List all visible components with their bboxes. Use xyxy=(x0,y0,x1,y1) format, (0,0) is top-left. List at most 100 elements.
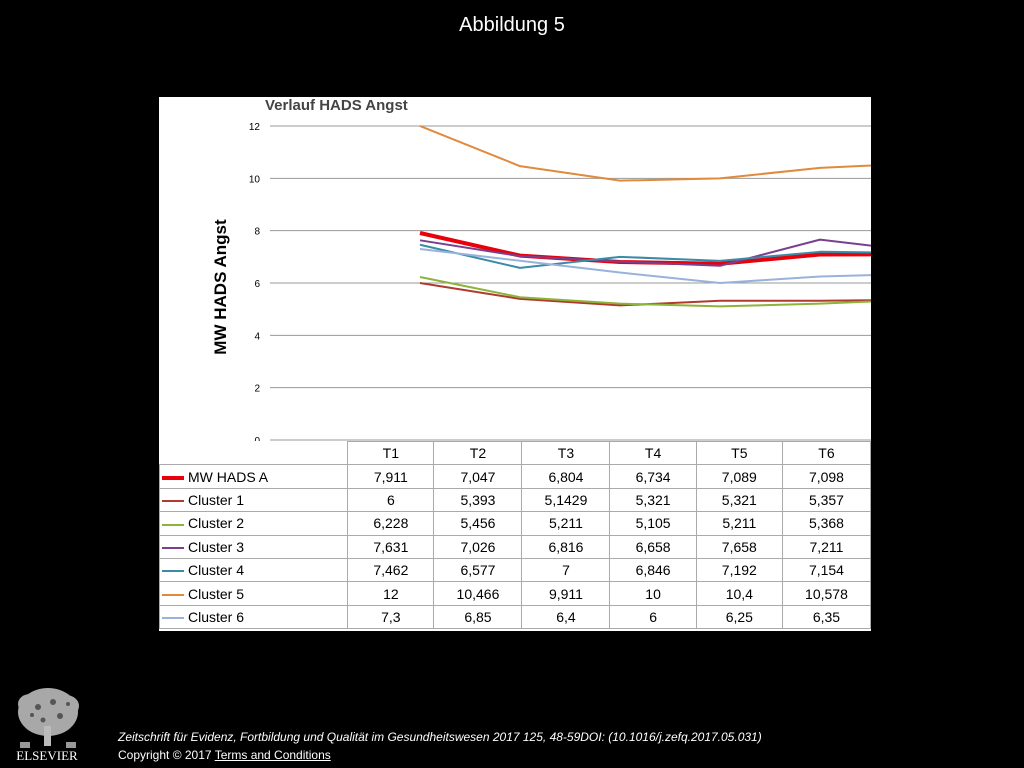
logo-text: ELSEVIER xyxy=(16,748,78,762)
data-label: 10 xyxy=(609,581,697,606)
series-line xyxy=(419,282,871,307)
data-label: 6,846 xyxy=(609,557,697,583)
legend-label: Cluster 4 xyxy=(188,562,245,579)
series-line xyxy=(419,238,871,267)
x-tick-label: T4 xyxy=(609,440,697,466)
data-label: 7,154 xyxy=(781,557,871,583)
legend-label: Cluster 2 xyxy=(188,515,245,532)
data-label: 5,211 xyxy=(521,511,611,536)
copyright-text: Copyright © 2017 xyxy=(118,748,212,762)
table-row: Cluster 5 12 10,466 9,911 10 10,4 10,578 xyxy=(159,581,871,606)
copyright-line: Copyright © 2017 Terms and Conditions xyxy=(118,748,331,762)
citation: Zeitschrift für Evidenz, Fortbildung und… xyxy=(118,730,762,744)
data-label: 5,105 xyxy=(609,511,697,536)
series-line xyxy=(419,125,871,182)
legend-swatch xyxy=(162,500,184,503)
data-label: 6,85 xyxy=(433,604,523,630)
data-label: 7,462 xyxy=(347,557,435,583)
series-name-cell: Cluster 1 xyxy=(159,487,349,513)
terms-and-conditions-link[interactable]: Terms and Conditions xyxy=(214,748,331,762)
data-label: 5,321 xyxy=(609,487,697,513)
data-label: 6,228 xyxy=(347,511,435,536)
x-tick-label: T3 xyxy=(521,440,611,466)
elsevier-logo: ELSEVIER xyxy=(8,682,86,762)
data-label: 6,816 xyxy=(521,534,611,559)
legend-swatch xyxy=(162,475,184,480)
data-label: 6,577 xyxy=(433,557,523,583)
legend-label: Cluster 1 xyxy=(188,491,245,508)
table-body: MW HADS A 7,911 7,047 6,804 6,734 7,089 7,098 C… xyxy=(159,464,871,630)
table-corner-cell xyxy=(159,441,349,466)
data-label: 5,357 xyxy=(781,487,871,513)
table-row: Cluster 6 7,3 6,85 6,4 6 6,25 6,35 xyxy=(159,604,871,630)
data-label: 7,911 xyxy=(347,464,435,489)
data-label: 6,658 xyxy=(609,534,697,559)
data-label: 5,393 xyxy=(433,487,523,513)
slide-title: Abbildung 5 xyxy=(459,14,565,36)
data-label: 10,466 xyxy=(433,581,523,606)
y-tick-label: 8 xyxy=(254,227,260,238)
series-name-cell: MW HADS A xyxy=(159,464,349,489)
series-line xyxy=(419,247,871,284)
data-label: 6,35 xyxy=(781,604,871,630)
data-label: 5,211 xyxy=(695,511,783,536)
data-label: 6,25 xyxy=(695,604,783,630)
legend-swatch xyxy=(162,593,184,596)
y-tick-label: 2 xyxy=(254,384,260,395)
data-label: 7,089 xyxy=(695,464,783,489)
data-label: 5,456 xyxy=(433,511,523,536)
series-name-cell: Cluster 4 xyxy=(159,557,349,583)
chart-plot: 0 2 4 6 8 10 12 xyxy=(249,122,871,441)
series-line xyxy=(419,231,871,266)
data-label: 10,578 xyxy=(781,581,871,606)
legend-label: MW HADS A xyxy=(188,468,269,485)
x-tick-label: T6 xyxy=(781,440,871,466)
y-tick-label: 10 xyxy=(249,174,261,185)
y-tick-label: 4 xyxy=(254,331,260,342)
legend-swatch xyxy=(162,547,184,550)
y-tick-label: 6 xyxy=(254,279,260,290)
data-label: 7,3 xyxy=(347,604,435,630)
data-label: 7,098 xyxy=(781,464,871,489)
y-tick-label: 12 xyxy=(249,122,261,133)
data-label: 7,047 xyxy=(433,464,523,489)
data-label: 7,192 xyxy=(695,557,783,583)
data-label: 6,734 xyxy=(609,464,697,489)
table-row: Cluster 2 6,228 5,456 5,211 5,105 5,211 5,368 xyxy=(159,511,871,536)
legend-swatch xyxy=(162,523,184,526)
data-label: 9,911 xyxy=(521,581,611,606)
table-row: MW HADS A 7,911 7,047 6,804 6,734 7,089 7,098 xyxy=(159,464,871,489)
data-label: 6,804 xyxy=(521,464,611,489)
x-tick-label: T2 xyxy=(433,440,523,466)
legend-label: Cluster 5 xyxy=(188,585,245,602)
chart-title: Verlauf HADS Angst xyxy=(265,97,408,114)
data-table: T1 T2 T3 T4 T5 T6 MW HADS A 7,911 7,047 6,804 6,7… xyxy=(159,440,871,630)
y-tick-label: 0 xyxy=(254,436,260,441)
chart-figure: 0 2 4 6 8 10 12 Verlauf HADS Angst MW HADS Ang… xyxy=(159,97,871,631)
legend-swatch xyxy=(162,617,184,620)
series-line xyxy=(419,243,871,269)
series-name-cell: Cluster 6 xyxy=(159,604,349,630)
data-label: 6 xyxy=(609,604,697,630)
series-line xyxy=(419,276,871,308)
data-label: 5,368 xyxy=(781,511,871,536)
data-label: 6 xyxy=(347,487,435,513)
data-label: 10,4 xyxy=(695,581,783,606)
table-row: Cluster 3 7,631 7,026 6,816 6,658 7,658 7,211 xyxy=(159,534,871,559)
data-label: 7,211 xyxy=(781,534,871,559)
table-header-row: T1 T2 T3 T4 T5 T6 xyxy=(159,440,871,466)
table-row: Cluster 1 6 5,393 5,1429 5,321 5,321 5,357 xyxy=(159,487,871,513)
legend-label: Cluster 3 xyxy=(188,538,245,555)
data-label: 7 xyxy=(521,557,611,583)
x-tick-label: T1 xyxy=(347,440,435,466)
data-label: 7,631 xyxy=(347,534,435,559)
x-tick-label: T5 xyxy=(695,440,783,466)
data-label: 7,026 xyxy=(433,534,523,559)
series-name-cell: Cluster 2 xyxy=(159,511,349,536)
data-label: 7,658 xyxy=(695,534,783,559)
series-name-cell: Cluster 3 xyxy=(159,534,349,559)
data-label: 12 xyxy=(347,581,435,606)
legend-swatch xyxy=(162,570,184,573)
data-label: 6,4 xyxy=(521,604,611,630)
legend-label: Cluster 6 xyxy=(188,608,245,625)
